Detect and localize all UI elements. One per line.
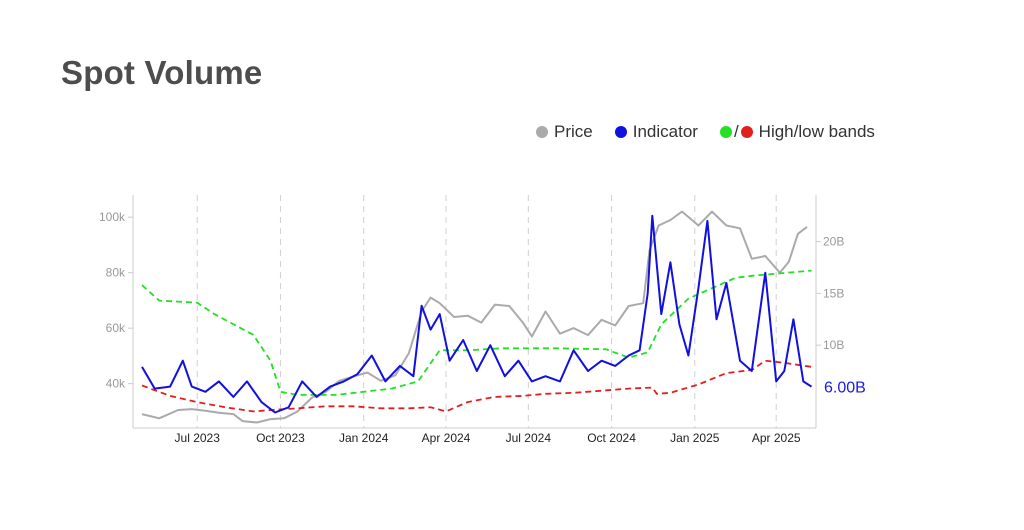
indicator-last-value-label: 6.00B — [824, 380, 866, 397]
legend-label-bands: High/low bands — [758, 122, 875, 141]
legend-bands-separator: / — [733, 122, 739, 141]
y-right-tick-label: 15B — [823, 286, 844, 300]
y-left-tick-label: 80k — [106, 266, 126, 280]
x-tick-label: Oct 2024 — [587, 431, 636, 445]
y-right-tick-label: 10B — [823, 338, 844, 352]
x-tick-label: Jul 2023 — [175, 431, 221, 445]
series-layer: 6.00B — [141, 210, 866, 424]
page-title: Spot Volume — [61, 54, 263, 91]
x-tick-label: Jan 2024 — [339, 431, 389, 445]
high-band-dot-icon — [719, 126, 732, 138]
legend-label-indicator: Indicator — [632, 122, 698, 141]
y-left-tick-label: 40k — [106, 377, 126, 391]
high-band-line — [141, 269, 812, 396]
x-tick-label: Apr 2025 — [752, 431, 801, 445]
x-tick-label: Jul 2024 — [506, 431, 552, 445]
legend-item-price[interactable]: Price — [536, 122, 593, 142]
tick-labels: Jul 2023 Oct 2023 Jan 2024 Apr 2024 Jul 2024… — [99, 210, 844, 445]
grid-lines — [196, 195, 777, 428]
x-tick-label: Oct 2023 — [256, 431, 305, 445]
legend-item-bands[interactable]: / High/low bands — [719, 122, 875, 142]
legend-item-indicator[interactable]: Indicator — [614, 122, 698, 142]
x-tick-label: Apr 2024 — [422, 431, 471, 445]
x-tick-label: Jan 2025 — [670, 431, 720, 445]
legend-label-price: Price — [554, 122, 593, 141]
y-left-tick-label: 100k — [99, 210, 126, 224]
low-band-dot-icon — [740, 126, 753, 138]
indicator-line — [141, 214, 813, 414]
chart-legend: Price Indicator / High/low bands — [536, 121, 897, 143]
y-right-tick-label: 20B — [823, 235, 844, 249]
y-left-tick-label: 60k — [106, 321, 126, 335]
price-dot-icon — [536, 126, 548, 138]
price-line — [141, 210, 808, 424]
indicator-dot-icon — [614, 126, 627, 138]
